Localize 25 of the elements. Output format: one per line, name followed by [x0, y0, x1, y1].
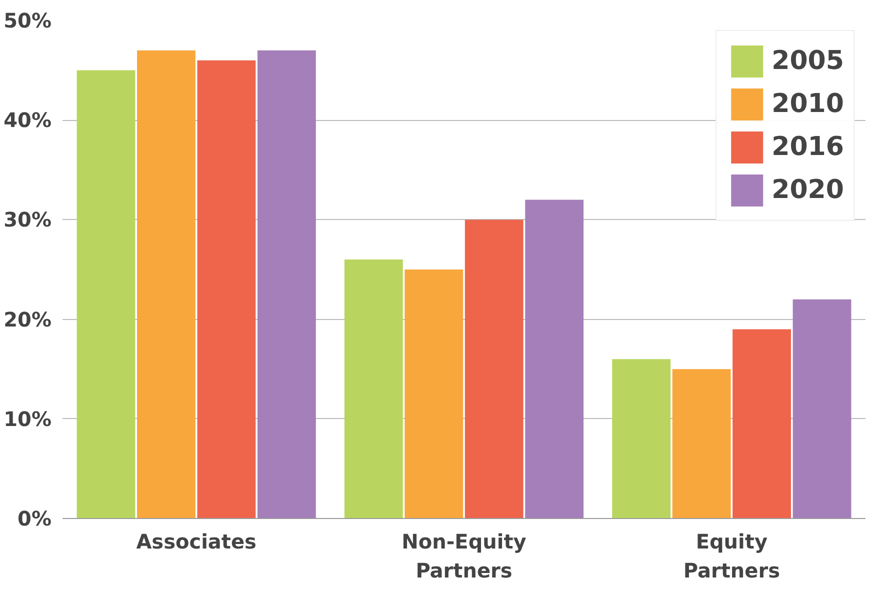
legend-label: 2016 — [772, 131, 844, 164]
y-tick-label: 20% — [4, 307, 52, 332]
bar — [672, 369, 731, 518]
y-tick-label: 0% — [18, 506, 52, 530]
bar — [732, 329, 791, 518]
bar — [257, 50, 316, 518]
bar — [137, 50, 196, 518]
bar — [197, 60, 256, 518]
x-tick-label: Equity Partners — [683, 530, 780, 582]
legend-label: 2020 — [772, 174, 844, 207]
y-tick-label: 40% — [4, 108, 52, 132]
y-tick-label: 10% — [4, 406, 52, 431]
bar — [612, 359, 671, 518]
bar — [76, 70, 136, 518]
y-tick-label: 50% — [4, 8, 52, 32]
x-tick-label: Non-Equity Partners — [402, 530, 526, 582]
y-tick-label: 30% — [4, 208, 52, 232]
bar — [404, 270, 464, 518]
x-tick-label: Associates — [136, 530, 256, 554]
legend-label: 2010 — [772, 88, 844, 121]
bar — [344, 260, 403, 518]
legend-label: 2005 — [772, 45, 844, 78]
bar — [792, 299, 852, 518]
bar — [464, 220, 524, 518]
bar — [525, 200, 584, 518]
